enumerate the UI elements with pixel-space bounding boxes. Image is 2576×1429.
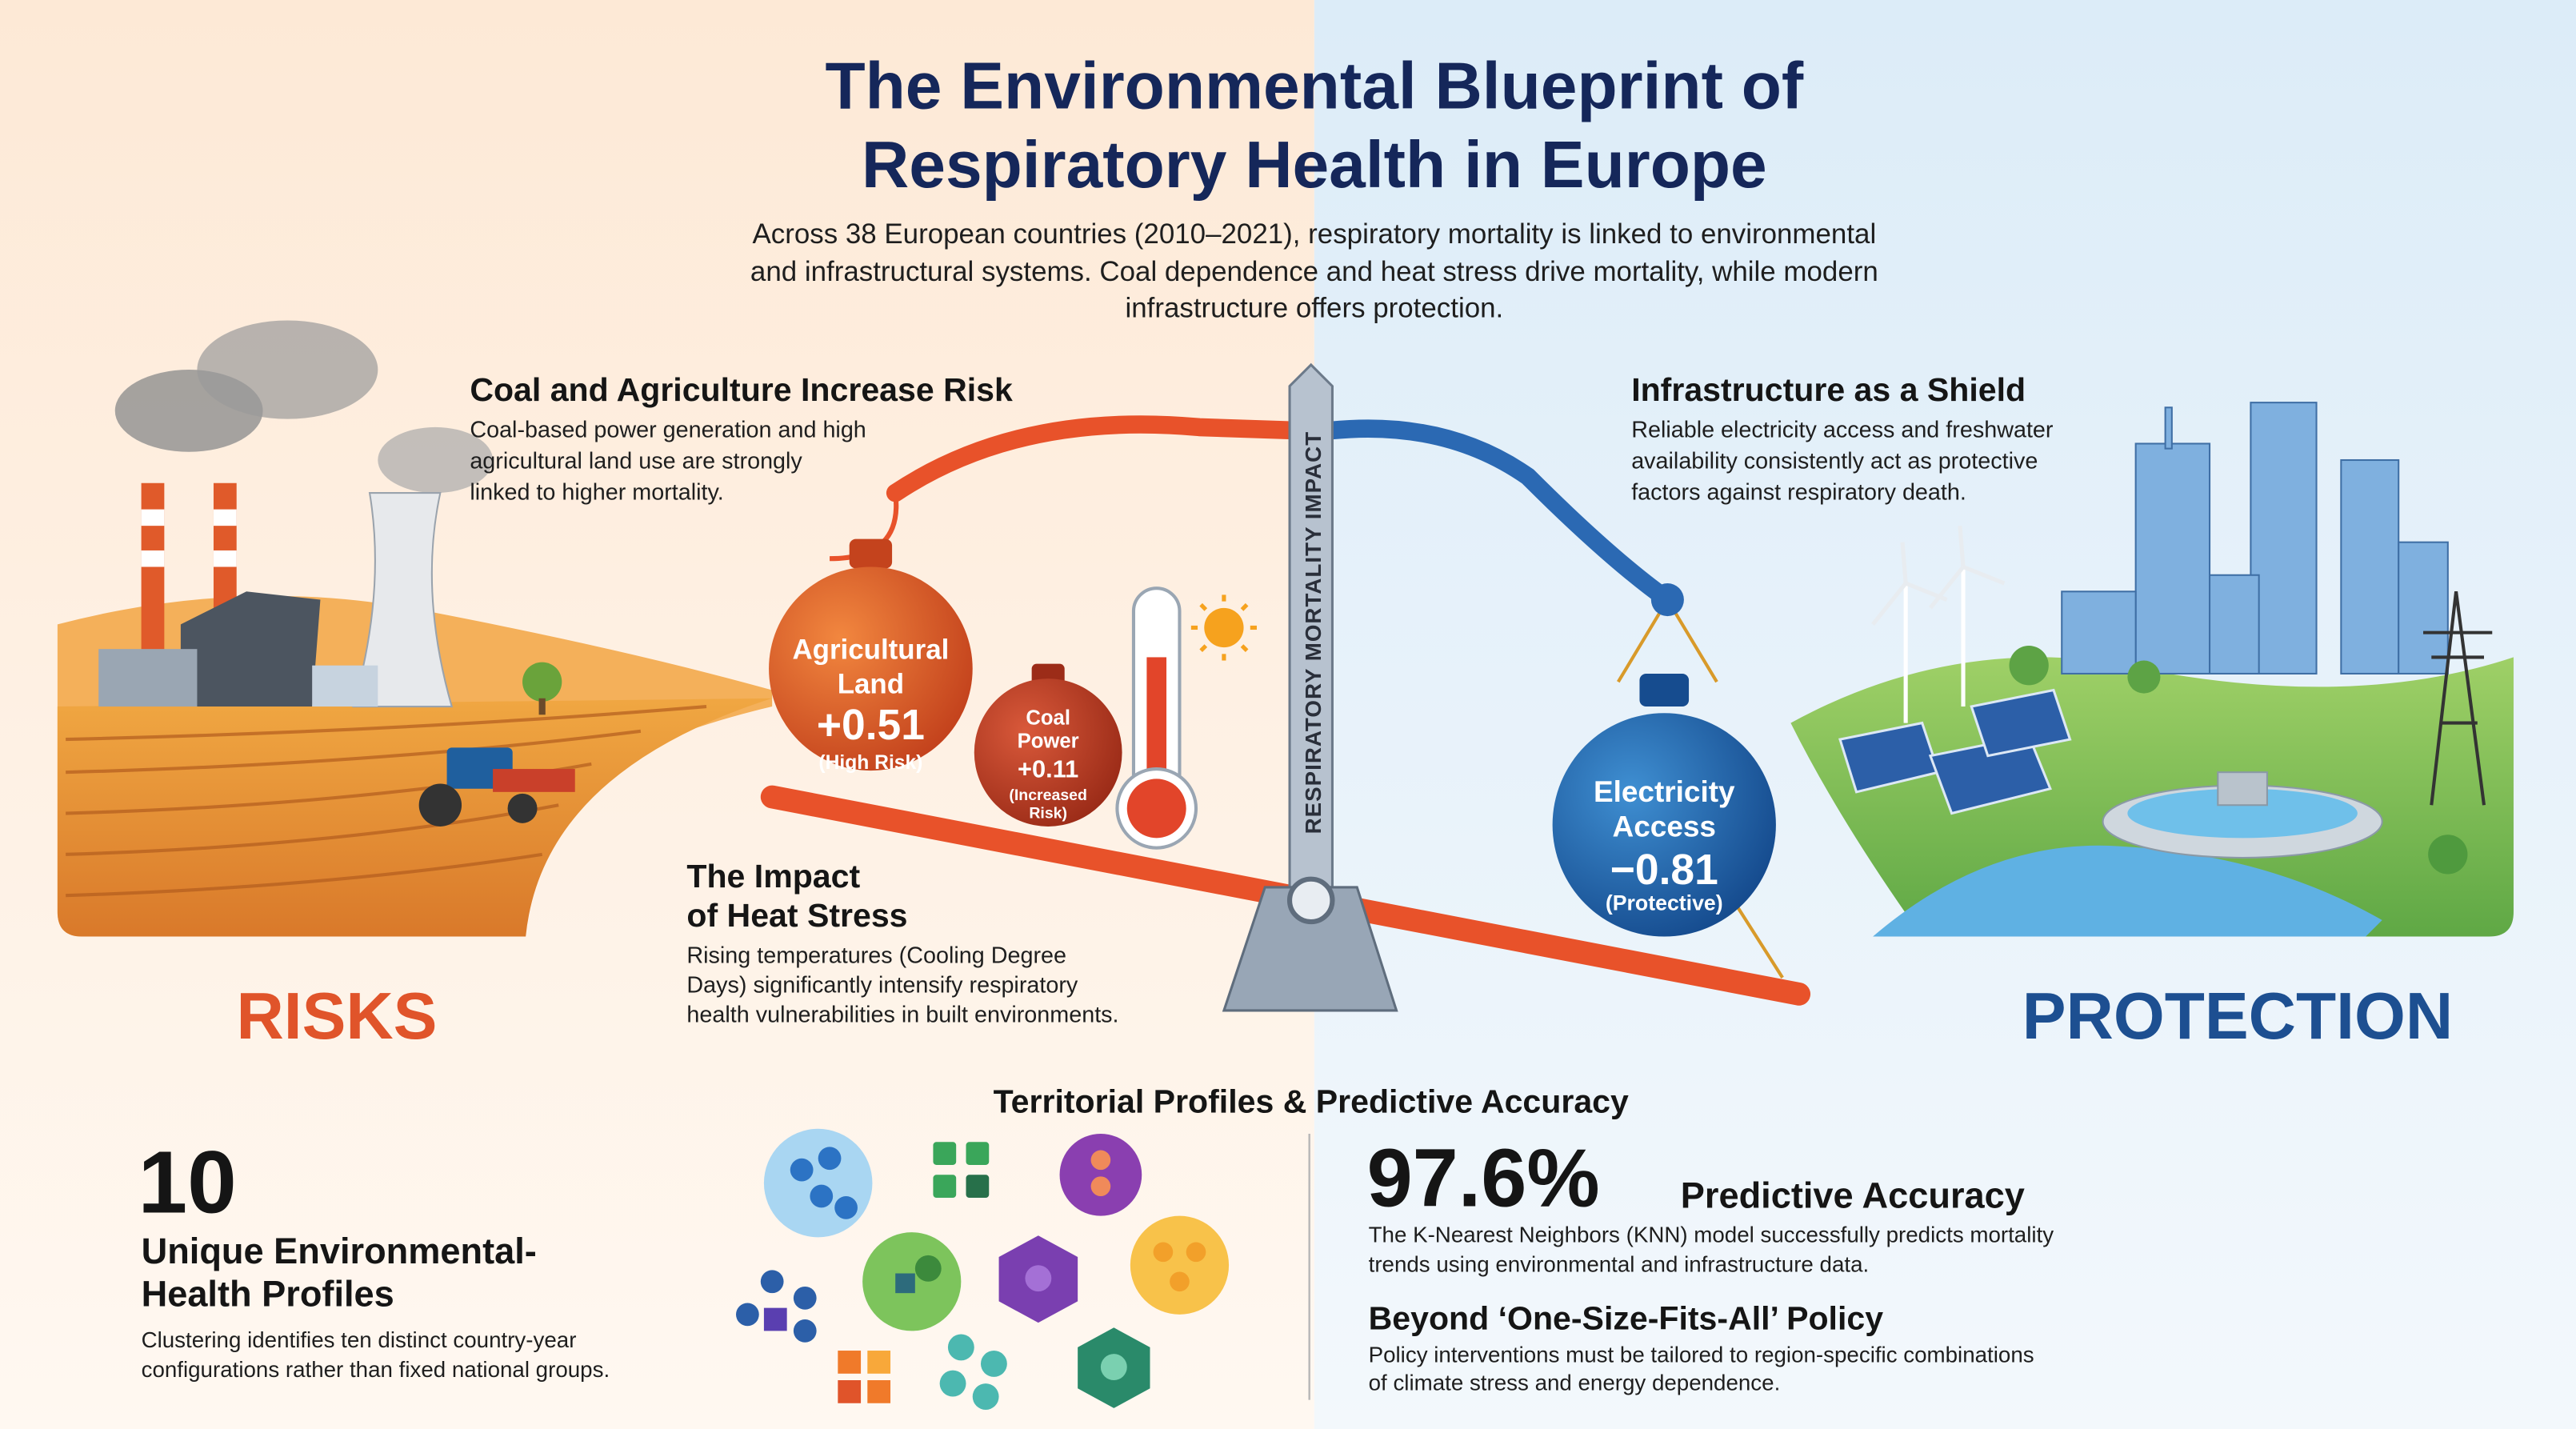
protection-body: factors against respiratory death. [1631, 479, 1966, 505]
risk-body: linked to higher mortality. [470, 479, 723, 505]
weight-electricity [1552, 673, 1776, 937]
weight-name: Access [1613, 810, 1716, 843]
accuracy-body: The K-Nearest Neighbors (KNN) model succ… [1369, 1223, 2054, 1247]
accuracy-body: trends using environmental and infrastru… [1369, 1251, 1870, 1276]
risk-illustration [57, 320, 773, 937]
heat-body: Rising temperatures (Cooling Degree [686, 943, 1066, 968]
heat-heading: of Heat Stress [686, 897, 907, 934]
weight-value: +0.11 [1018, 755, 1078, 783]
intro: Across 38 European countries (2010–2021)… [752, 218, 1876, 250]
weight-name: Electricity [1594, 775, 1735, 808]
policy-heading: Beyond ‘One-Size-Fits-All’ Policy [1369, 1299, 1884, 1336]
intro: and infrastructural systems. Coal depend… [750, 256, 1878, 287]
bottom-heading: Territorial Profiles & Predictive Accura… [994, 1083, 1629, 1119]
tractor [418, 747, 575, 827]
weight-note: (Protective) [1606, 891, 1723, 915]
policy-body: of climate stress and energy dependence. [1369, 1370, 1781, 1395]
weight-name: Land [838, 669, 904, 700]
weight-agricultural [769, 538, 973, 771]
profiles-title: Unique Environmental- [142, 1231, 537, 1271]
weight-value: −0.81 [1610, 847, 1718, 894]
heat-heading: The Impact [686, 858, 860, 895]
weight-name: Power [1018, 730, 1079, 752]
accuracy-label: Predictive Accuracy [1681, 1175, 2025, 1215]
heat-body: health vulnerabilities in built environm… [686, 1002, 1118, 1027]
accuracy-number: 97.6% [1367, 1131, 1600, 1223]
risk-body: Coal-based power generation and high [470, 417, 866, 442]
weight-coal [974, 663, 1122, 827]
weight-note: Risk) [1029, 805, 1067, 823]
cluster-icons [736, 1128, 1230, 1410]
weight-note: (High Risk) [818, 752, 922, 774]
profiles-body: Clustering identifies ten distinct count… [142, 1327, 577, 1352]
weight-name: Agricultural [792, 634, 949, 665]
sun [1190, 594, 1257, 661]
protection-heading: Infrastructure as a Shield [1631, 371, 2026, 408]
protection-label: PROTECTION [2022, 980, 2453, 1053]
policy-body: Policy interventions must be tailored to… [1369, 1342, 2034, 1367]
title: Respiratory Health in Europe [862, 129, 1767, 202]
title: The Environmental Blueprint of [825, 50, 1803, 123]
weight-name: Coal [1026, 707, 1070, 730]
risks-label: RISKS [236, 980, 437, 1053]
protection-body: availability consistently act as protect… [1631, 448, 2038, 474]
weight-note: (Increased [1009, 787, 1087, 804]
weight-value: +0.51 [817, 702, 925, 749]
profiles-number: 10 [138, 1134, 237, 1232]
protection-body: Reliable electricity access and freshwat… [1631, 417, 2054, 442]
scale-axis-label: RESPIRATORY MORTALITY IMPACT [1301, 431, 1326, 835]
heat-body: Days) significantly intensify respirator… [686, 972, 1078, 998]
thermometer [1115, 586, 1198, 850]
risk-heading: Coal and Agriculture Increase Risk [470, 371, 1013, 408]
profiles-body: configurations rather than fixed nationa… [142, 1357, 610, 1382]
intro: infrastructure offers protection. [1125, 292, 1503, 323]
protection-illustration [1790, 402, 2514, 937]
risk-body: agricultural land use are strongly [470, 448, 802, 474]
profiles-title: Health Profiles [142, 1274, 394, 1315]
